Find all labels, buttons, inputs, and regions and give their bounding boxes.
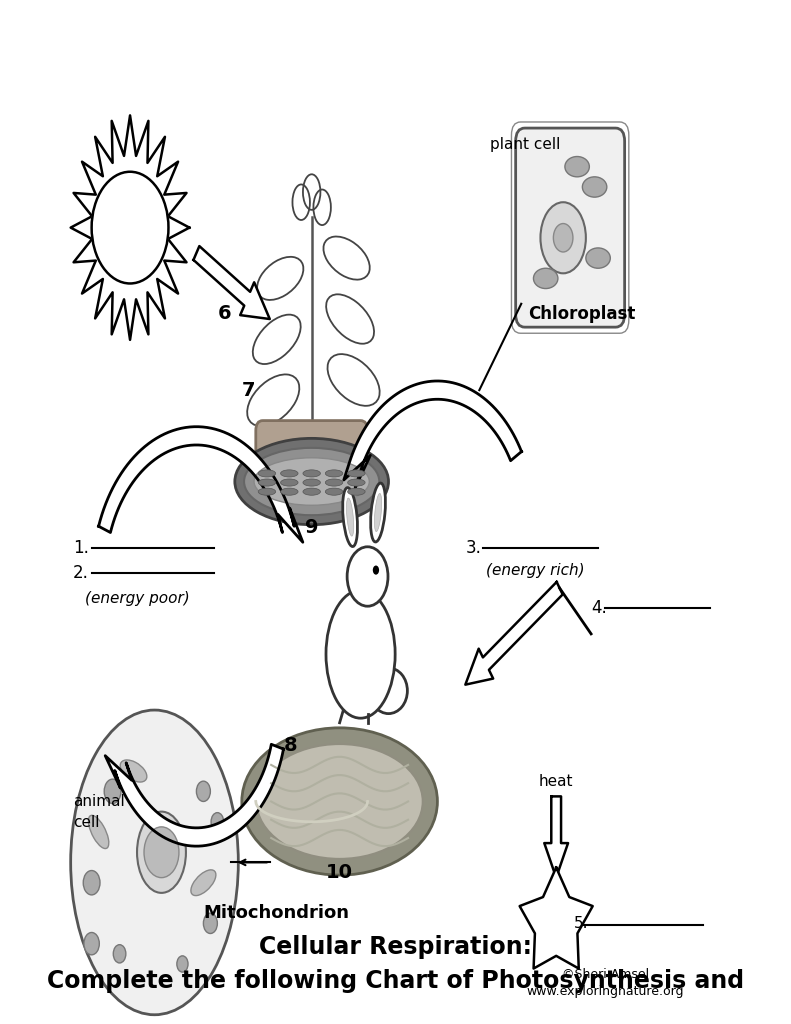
Ellipse shape	[374, 494, 381, 531]
Ellipse shape	[235, 438, 388, 524]
Text: 9: 9	[305, 518, 319, 537]
Ellipse shape	[371, 483, 385, 542]
Ellipse shape	[258, 470, 276, 477]
Ellipse shape	[348, 479, 365, 486]
Ellipse shape	[348, 488, 365, 496]
Circle shape	[196, 781, 210, 802]
Ellipse shape	[281, 479, 298, 486]
Circle shape	[144, 826, 179, 878]
Ellipse shape	[348, 470, 365, 477]
Ellipse shape	[256, 744, 422, 859]
Ellipse shape	[369, 668, 407, 714]
Text: 2.: 2.	[73, 564, 89, 582]
Ellipse shape	[242, 728, 437, 876]
Text: 8: 8	[284, 736, 297, 755]
Ellipse shape	[120, 760, 147, 782]
Text: 4.: 4.	[591, 599, 607, 617]
Ellipse shape	[281, 488, 298, 496]
Text: 3.: 3.	[465, 539, 481, 557]
Text: (energy rich): (energy rich)	[486, 563, 585, 579]
Ellipse shape	[303, 470, 320, 477]
Text: plant cell: plant cell	[490, 137, 560, 152]
Ellipse shape	[258, 488, 276, 496]
Polygon shape	[465, 582, 562, 685]
Circle shape	[92, 172, 168, 284]
Text: 5.: 5.	[573, 915, 589, 931]
FancyBboxPatch shape	[516, 128, 625, 327]
Circle shape	[211, 813, 224, 830]
Text: 7: 7	[242, 381, 255, 399]
Ellipse shape	[343, 487, 358, 547]
Polygon shape	[105, 744, 283, 846]
Text: www.exploringnature.org: www.exploringnature.org	[526, 985, 684, 998]
Text: 10: 10	[326, 863, 353, 882]
Ellipse shape	[325, 488, 343, 496]
Text: heat: heat	[539, 774, 573, 788]
Ellipse shape	[582, 177, 607, 198]
Text: Complete the following Chart of Photosynthesis and: Complete the following Chart of Photosyn…	[47, 970, 744, 993]
Ellipse shape	[303, 479, 320, 486]
Ellipse shape	[347, 547, 388, 606]
Ellipse shape	[325, 470, 343, 477]
Circle shape	[104, 779, 121, 804]
Circle shape	[83, 870, 100, 895]
Circle shape	[373, 565, 379, 574]
Circle shape	[203, 913, 218, 934]
Ellipse shape	[258, 479, 276, 486]
Text: ©Sheri Amsel: ©Sheri Amsel	[562, 968, 649, 981]
Ellipse shape	[191, 869, 216, 896]
Text: Mitochondrion: Mitochondrion	[204, 904, 350, 923]
Text: Cellular Respiration:: Cellular Respiration:	[259, 935, 532, 958]
Ellipse shape	[281, 470, 298, 477]
Ellipse shape	[533, 268, 558, 289]
Text: 1.: 1.	[73, 539, 89, 557]
Ellipse shape	[540, 202, 586, 273]
Polygon shape	[194, 246, 270, 319]
Ellipse shape	[137, 812, 186, 893]
Polygon shape	[344, 381, 521, 487]
Polygon shape	[520, 867, 592, 969]
FancyBboxPatch shape	[255, 421, 368, 492]
Text: animal
cell: animal cell	[73, 794, 124, 829]
Polygon shape	[70, 116, 189, 340]
Text: (energy poor): (energy poor)	[85, 591, 189, 606]
Polygon shape	[544, 797, 568, 878]
Ellipse shape	[244, 447, 380, 515]
Ellipse shape	[325, 479, 343, 486]
Ellipse shape	[254, 458, 369, 505]
Circle shape	[84, 933, 100, 954]
Ellipse shape	[326, 590, 396, 718]
Ellipse shape	[70, 710, 238, 1015]
Circle shape	[113, 945, 126, 963]
Circle shape	[177, 955, 188, 972]
Text: 6: 6	[218, 304, 231, 324]
Polygon shape	[99, 427, 303, 543]
Ellipse shape	[303, 488, 320, 496]
Ellipse shape	[346, 498, 354, 537]
Ellipse shape	[565, 157, 589, 177]
Ellipse shape	[554, 223, 573, 252]
Text: Chloroplast: Chloroplast	[528, 305, 636, 323]
Ellipse shape	[89, 815, 109, 849]
Ellipse shape	[586, 248, 611, 268]
